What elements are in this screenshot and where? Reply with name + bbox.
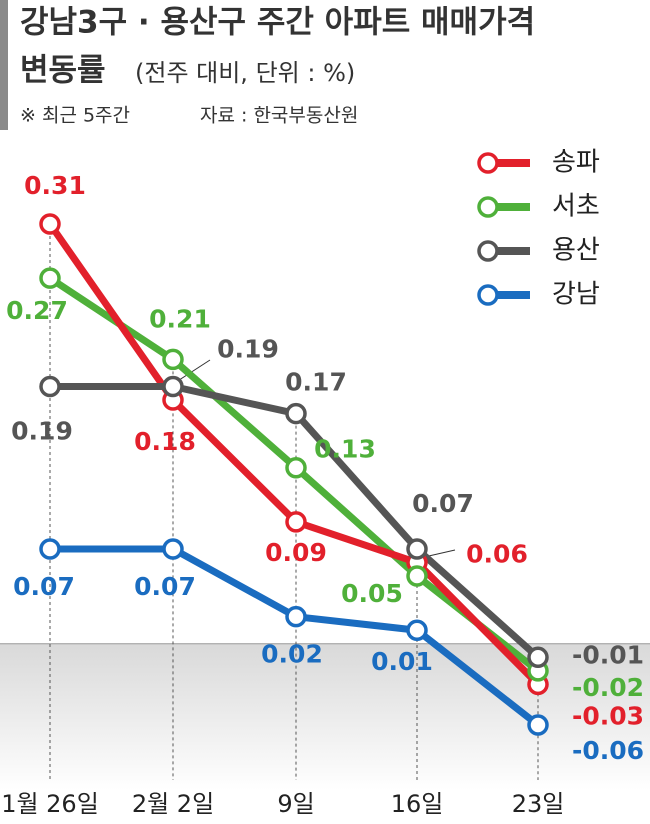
x-tick-label: 9일 xyxy=(277,790,314,818)
point xyxy=(285,402,307,425)
value-label: 0.09 xyxy=(265,538,327,567)
point xyxy=(285,511,307,533)
x-tick-label: 23일 xyxy=(512,790,565,818)
point xyxy=(162,348,184,371)
legend-marker xyxy=(477,284,499,306)
point xyxy=(406,619,428,641)
point xyxy=(285,456,307,479)
legend-label: 서초 xyxy=(552,192,600,222)
point xyxy=(39,213,61,235)
value-label: 0.07 xyxy=(134,572,196,601)
value-label: -0.02 xyxy=(572,673,644,702)
value-label: 0.07 xyxy=(412,489,474,518)
value-label: 0.07 xyxy=(13,572,75,601)
x-tick-label: 16일 xyxy=(391,790,444,818)
value-label: 0.18 xyxy=(134,427,196,456)
value-label: 0.02 xyxy=(261,640,323,669)
value-label: -0.01 xyxy=(572,640,644,669)
point xyxy=(406,565,428,587)
point xyxy=(285,605,307,628)
x-tick-label: 2월 2일 xyxy=(132,790,214,818)
note: ※ 최근 5주간 xyxy=(20,105,130,127)
point xyxy=(39,538,61,560)
value-label: -0.03 xyxy=(572,701,644,730)
legend-marker xyxy=(477,240,499,262)
legend-marker xyxy=(477,152,499,174)
legend-marker xyxy=(477,196,499,218)
point xyxy=(527,714,549,736)
value-label: 0.27 xyxy=(6,296,68,325)
chart-subtitle: (전주 대비, 단위 : %) xyxy=(135,59,355,87)
chart-title-line2: 변동률 xyxy=(20,53,106,89)
legend-label: 강남 xyxy=(552,280,600,310)
plot: 0.31 0.18 0.09 0.06 -0.03 송파 0.27 0.21 0.13 0.05 -… xyxy=(6,148,644,766)
legend-label: 송파 xyxy=(552,148,600,178)
value-label: 0.05 xyxy=(341,579,403,608)
chart-title: 강남3구 · 용산구 주간 아파트 매매가격 xyxy=(20,5,535,41)
value-label: 0.19 xyxy=(11,416,73,445)
value-label: 0.01 xyxy=(371,647,433,676)
value-label: 0.21 xyxy=(149,304,211,333)
point xyxy=(162,538,184,560)
value-label: 0.31 xyxy=(24,171,86,200)
point xyxy=(162,375,184,398)
value-label: 0.19 xyxy=(217,334,279,363)
legend-label: 용산 xyxy=(552,236,600,266)
point xyxy=(527,646,549,669)
negative-area xyxy=(0,643,650,790)
point xyxy=(39,267,61,289)
value-label: -0.06 xyxy=(572,736,644,765)
title-bar xyxy=(0,0,8,130)
value-label: 0.17 xyxy=(285,368,347,397)
point xyxy=(406,538,428,560)
value-label: 0.06 xyxy=(466,540,528,569)
source: 자료 : 한국부동산원 xyxy=(200,105,358,127)
x-tick-label: 1월 26일 xyxy=(1,790,99,818)
point xyxy=(39,375,61,398)
value-label: 0.13 xyxy=(314,435,376,464)
